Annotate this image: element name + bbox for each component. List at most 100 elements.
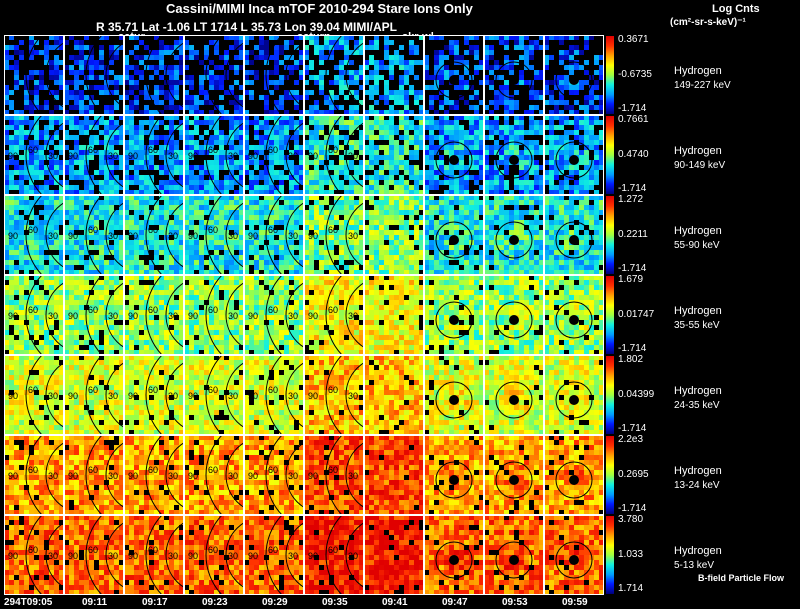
heatmap-cell [434,220,439,225]
heatmap-cell [529,120,534,125]
heatmap-cell [529,230,534,235]
heatmap-cell [589,225,594,230]
heatmap-cell [489,80,494,85]
heatmap-cell [64,280,69,285]
heatmap-cell [109,215,114,220]
heatmap-cell [39,350,44,355]
heatmap-cell [89,175,94,180]
heatmap-cell [109,90,114,95]
heatmap-cell [209,135,214,140]
heatmap-cell [4,220,9,225]
heatmap-cell [129,190,134,195]
heatmap-cell [44,210,49,215]
heatmap-cell [34,195,39,200]
heatmap-cell [304,195,309,200]
heatmap-cell [184,260,189,265]
heatmap-cell [444,190,449,195]
heatmap-cell [94,260,99,265]
heatmap-cell [59,320,64,325]
heatmap-cell [19,200,24,205]
heatmap-cell [109,150,114,155]
heatmap-cell [144,180,149,185]
heatmap-cell [179,155,184,160]
heatmap-cell [554,220,559,225]
heatmap-cell [429,210,434,215]
heatmap-cell [529,150,534,155]
heatmap-cell [489,35,494,40]
heatmap-cell [254,235,259,240]
heatmap-cell [374,155,379,160]
heatmap-cell [464,180,469,185]
heatmap-cell [209,175,214,180]
contour-line [205,115,223,195]
heatmap-cell [239,65,244,70]
heatmap-cell [449,50,454,55]
heatmap-cell [4,225,9,230]
heatmap-cell [494,265,499,270]
heatmap-cell [44,330,49,335]
heatmap-cell [339,105,344,110]
heatmap-cell [179,270,184,275]
heatmap-cell [169,195,174,200]
heatmap-cell [539,265,544,270]
heatmap-cell [409,250,414,255]
heatmap-cell [384,150,389,155]
heatmap-cell [199,110,204,115]
heatmap-cell [139,60,144,65]
heatmap-cell [114,240,119,245]
heatmap-cell [169,350,174,355]
heatmap-cell [559,190,564,195]
heatmap-cell [594,70,599,75]
heatmap-cell [239,240,244,245]
heatmap-cell [404,180,409,185]
heatmap-cell [369,145,374,150]
heatmap-cell [534,160,539,165]
heatmap-cell [324,135,329,140]
heatmap-cell [589,125,594,130]
heatmap-cell [509,145,514,150]
heatmap-cell [19,185,24,190]
heatmap-cell [104,190,109,195]
heatmap-cell [469,145,474,150]
heatmap-cell [304,165,309,170]
heatmap-cell [24,285,29,290]
heatmap-cell [149,185,154,190]
heatmap-cell [509,270,514,275]
heatmap-cell [134,195,139,200]
heatmap-cell [434,65,439,70]
heatmap-cell [49,205,54,210]
heatmap-cell [4,125,9,130]
heatmap-cell [184,215,189,220]
heatmap-cell [224,175,229,180]
heatmap-cell [34,70,39,75]
heatmap-cell [454,50,459,55]
heatmap-cell [89,345,94,350]
heatmap-cell [314,105,319,110]
heatmap-cell [154,300,159,305]
heatmap-cell [389,125,394,130]
heatmap-cell [189,140,194,145]
heatmap-cell [219,80,224,85]
heatmap-cell [379,65,384,70]
heatmap-cell [29,50,34,55]
heatmap-cell [244,145,249,150]
heatmap-cell [134,250,139,255]
heatmap-cell [69,270,74,275]
heatmap-cell [329,180,334,185]
heatmap-cell [584,215,589,220]
heatmap-cell [469,175,474,180]
heatmap-cell [379,60,384,65]
heatmap-cell [109,280,114,285]
heatmap-cell [179,325,184,330]
heatmap-cell [14,140,19,145]
heatmap-cell [584,95,589,100]
heatmap-cell [509,110,514,115]
heatmap-cell [134,235,139,240]
heatmap-cell [324,265,329,270]
heatmap-cell [234,40,239,45]
heatmap-cell [469,115,474,120]
heatmap-cell [374,225,379,230]
heatmap-cell [119,200,124,205]
heatmap-cell [379,110,384,115]
